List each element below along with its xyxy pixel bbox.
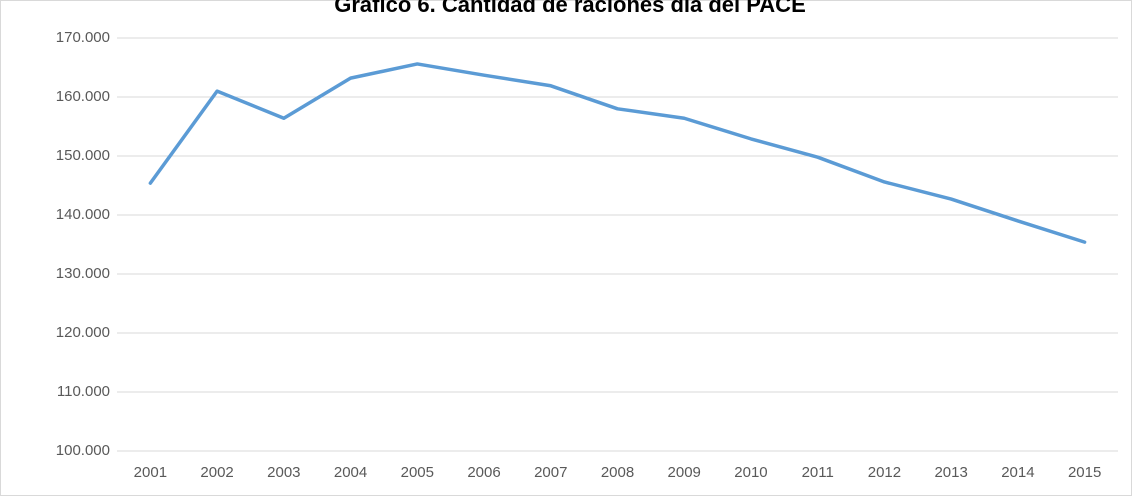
- y-tick-label: 100.000: [56, 442, 110, 459]
- x-tick-label: 2005: [401, 464, 434, 481]
- x-tick-label: 2013: [934, 464, 967, 481]
- x-tick-label: 2011: [802, 464, 834, 481]
- chart-title: Gráfico 6. Cantidad de raciones día del …: [334, 0, 806, 17]
- y-tick-label: 120.000: [56, 324, 110, 341]
- x-tick-label: 2003: [267, 464, 300, 481]
- x-tick-label: 2008: [601, 464, 634, 481]
- x-tick-label: 2015: [1068, 464, 1101, 481]
- y-tick-label: 140.000: [56, 206, 110, 223]
- data-line: [148, 62, 1087, 244]
- x-tick-label: 2001: [134, 464, 167, 481]
- y-tick-label: 170.000: [56, 29, 110, 46]
- y-tick-label: 110.000: [57, 383, 110, 400]
- x-tick-label: 2002: [200, 464, 233, 481]
- x-tick-label: 2007: [534, 464, 567, 481]
- x-tick-label: 2004: [334, 464, 367, 481]
- x-tick-label: 2010: [734, 464, 767, 481]
- y-tick-label: 150.000: [56, 147, 110, 164]
- y-tick-label: 130.000: [56, 265, 110, 282]
- x-tick-label: 2006: [467, 464, 500, 481]
- x-tick-label: 2009: [668, 464, 701, 481]
- x-tick-label: 2014: [1001, 464, 1034, 481]
- y-tick-label: 160.000: [56, 88, 110, 105]
- x-tick-label: 2012: [868, 464, 901, 481]
